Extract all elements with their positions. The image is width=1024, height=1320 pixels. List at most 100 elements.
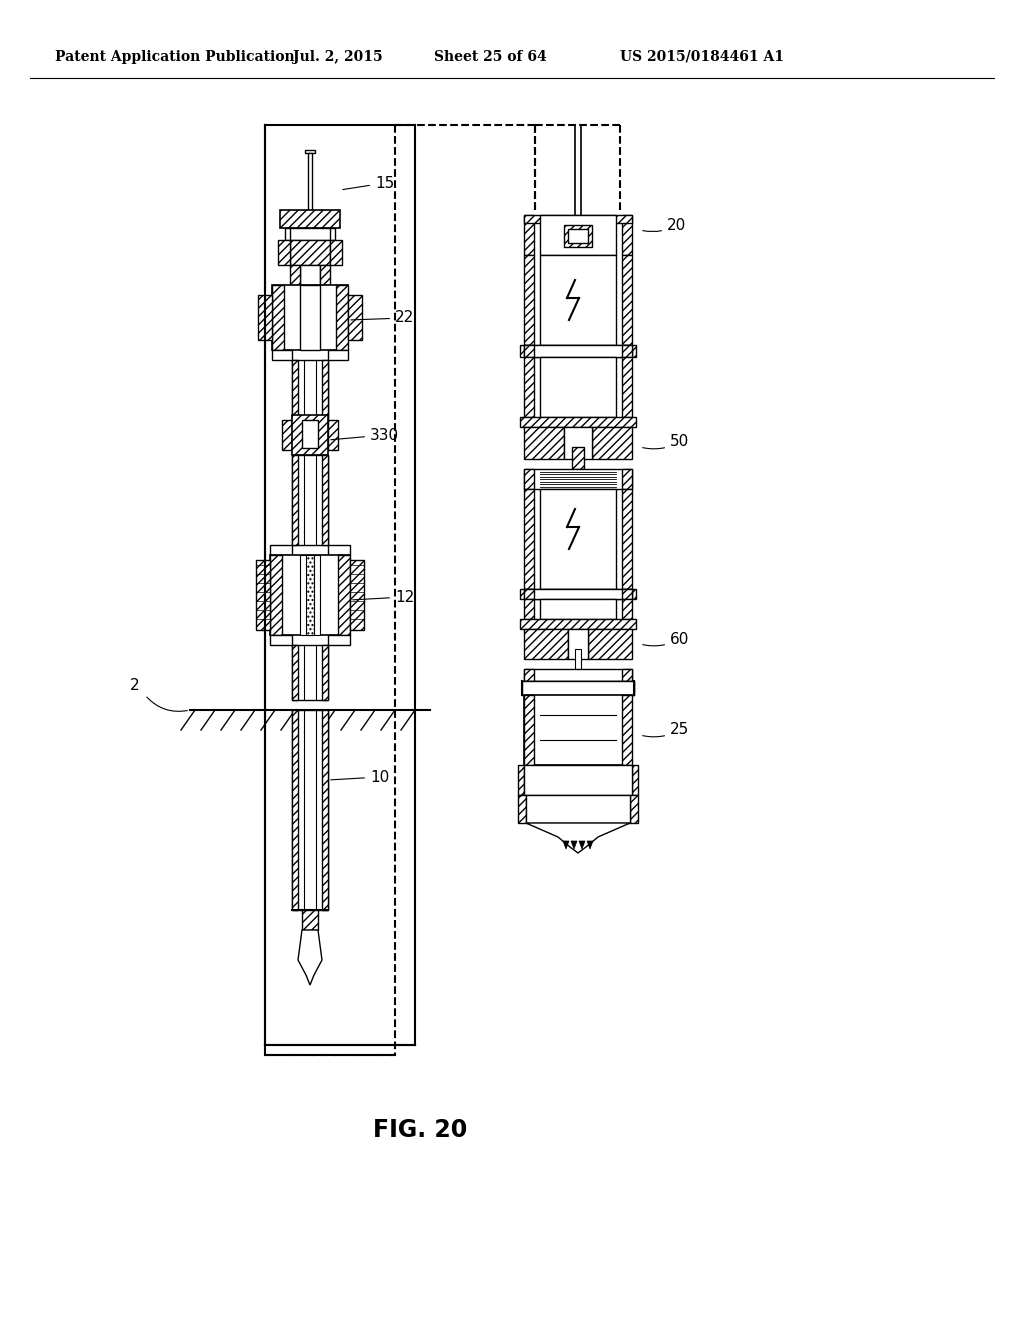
Bar [292,360,298,420]
Bar [524,255,534,345]
Bar [622,696,632,766]
Bar [292,360,328,420]
Bar [300,285,319,350]
Bar [622,599,632,619]
Bar [285,228,335,240]
Bar [292,455,328,545]
Polygon shape [587,841,593,849]
Bar [540,215,616,255]
Bar [270,554,350,635]
Text: 20: 20 [643,218,686,232]
Bar [622,488,632,589]
Polygon shape [563,841,569,849]
Bar [524,215,632,223]
Bar [524,469,534,488]
Bar [524,469,632,488]
Bar [632,766,638,795]
Bar [300,554,319,635]
Bar [524,345,632,356]
Polygon shape [571,841,577,849]
Bar [302,420,318,447]
Text: Sheet 25 of 64: Sheet 25 of 64 [433,50,547,63]
Text: 2: 2 [130,677,139,693]
Bar [292,414,328,455]
Bar [520,589,636,599]
Bar [622,669,632,681]
Text: 25: 25 [643,722,689,738]
Bar [520,417,636,426]
Bar [622,469,632,488]
Bar [322,360,328,420]
Bar [328,420,338,450]
Text: Patent Application Publication: Patent Application Publication [55,50,295,63]
Text: 50: 50 [643,434,689,450]
Bar [524,669,632,681]
Bar [272,285,348,350]
Bar [524,589,534,599]
Bar [622,255,632,345]
Bar [282,420,292,450]
Bar [522,681,634,696]
Bar [568,228,588,243]
Bar [518,766,524,795]
Bar [302,909,318,931]
Text: 12: 12 [353,590,415,605]
Bar [292,710,298,909]
Bar [524,215,534,255]
Bar [278,240,290,265]
Polygon shape [630,795,638,822]
Polygon shape [526,822,630,853]
Bar [524,345,534,356]
Text: 60: 60 [643,631,689,647]
Bar [292,645,328,700]
Text: FIG. 20: FIG. 20 [373,1118,467,1142]
Text: US 2015/0184461 A1: US 2015/0184461 A1 [620,50,784,63]
Polygon shape [328,635,350,645]
Polygon shape [524,426,564,459]
Bar [290,240,330,265]
Bar [338,554,350,635]
Bar [330,240,342,265]
Bar [540,356,616,417]
Polygon shape [328,545,350,554]
Bar [290,265,300,285]
Polygon shape [305,150,315,153]
Bar [322,455,328,545]
Bar [568,630,588,659]
Text: 330: 330 [331,428,399,442]
Bar [622,589,632,599]
Bar [564,426,592,459]
Bar [520,619,636,630]
Bar [524,696,632,766]
Bar [350,560,364,630]
Bar [280,210,340,228]
Polygon shape [592,426,632,459]
Bar [524,488,534,589]
Bar [540,599,616,619]
Bar [622,345,632,356]
Bar [622,215,632,255]
Bar [522,681,634,696]
Bar [270,554,282,635]
Bar [292,455,298,545]
Bar [306,554,314,635]
Text: Jul. 2, 2015: Jul. 2, 2015 [293,50,383,63]
Bar [524,599,534,619]
Bar [524,356,534,417]
Bar [272,285,284,350]
Bar [322,645,328,700]
Bar [524,589,632,599]
Bar [622,356,632,417]
Bar [524,669,534,681]
Polygon shape [270,545,292,554]
Bar [348,294,362,341]
Bar [564,224,592,247]
Text: 10: 10 [331,770,389,784]
Bar [292,645,298,700]
Bar [256,560,270,630]
Polygon shape [270,635,292,645]
Bar [322,710,328,909]
Text: 15: 15 [343,176,394,190]
Bar [524,696,534,766]
Bar [258,294,272,341]
